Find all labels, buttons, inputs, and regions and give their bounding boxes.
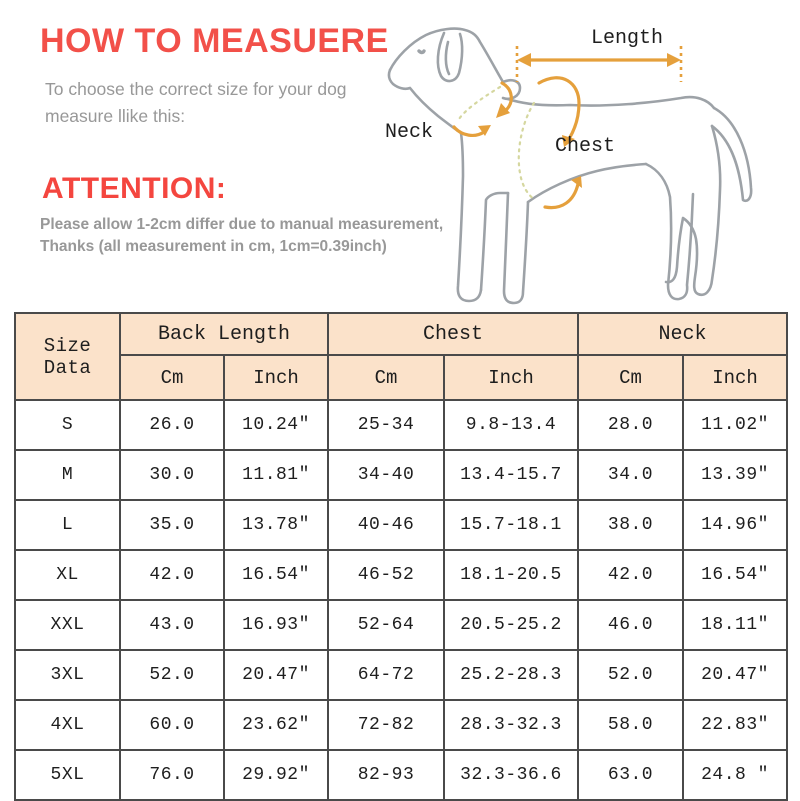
measure-cell: 13.78″ (223, 499, 329, 551)
measure-cell: 76.0 (119, 749, 225, 801)
measure-cell: 20.47″ (223, 649, 329, 701)
measure-cell: 10.24″ (223, 399, 329, 451)
measure-cell: 35.0 (119, 499, 225, 551)
attention-note: Please allow 1-2cm differ due to manual … (40, 214, 443, 258)
measure-cell: 15.7-18.1 (442, 499, 580, 551)
size-chart-table: Size Data Back Length Chest Neck Cm Inch… (14, 312, 789, 801)
measure-cell: 22.83″ (682, 699, 789, 751)
measure-cell: 72-82 (327, 699, 445, 751)
measure-cell: 29.92″ (223, 749, 329, 801)
table-row: S 26.0 10.24″ 25-34 9.8-13.4 28.0 11.02″ (14, 399, 789, 451)
measure-cell: 52.0 (577, 649, 685, 701)
measure-cell: 34-40 (327, 449, 445, 501)
attention-note-line-2: Thanks (all measurement in cm, 1cm=0.39i… (40, 238, 387, 255)
measure-cell: 82-93 (327, 749, 445, 801)
measure-cell: 52.0 (119, 649, 225, 701)
measure-cell: 60.0 (119, 699, 225, 751)
measure-cell: 18.1-20.5 (442, 549, 580, 601)
size-label-cell: XXL (14, 599, 121, 651)
measure-cell: 40-46 (327, 499, 445, 551)
dotted-measure-guides (457, 85, 537, 202)
table-row: 3XL 52.0 20.47″ 64-72 25.2-28.3 52.0 20.47″ (14, 649, 789, 701)
measure-cell: 43.0 (119, 599, 225, 651)
measure-cell: 25.2-28.3 (442, 649, 580, 701)
size-label-cell: 3XL (14, 649, 121, 701)
size-label-cell: M (14, 449, 121, 501)
attention-note-line-1: Please allow 1-2cm differ due to manual … (40, 216, 444, 233)
page-title: HOW TO MEASUERE (40, 22, 389, 60)
group-header-neck: Neck (577, 312, 789, 356)
measure-cell: 63.0 (577, 749, 685, 801)
group-header-back-length: Back Length (119, 312, 329, 356)
table-row: L 35.0 13.78″ 40-46 15.7-18.1 38.0 14.96″ (14, 499, 789, 551)
measure-cell: 38.0 (577, 499, 685, 551)
attention-heading: ATTENTION: (42, 172, 227, 205)
size-table-body: S 26.0 10.24″ 25-34 9.8-13.4 28.0 11.02″ M 30.0 1… (14, 399, 789, 801)
neck-arrow (452, 81, 513, 138)
corner-header-cell: Size Data (14, 312, 121, 401)
table-row: 5XL 76.0 29.92″ 82-93 32.3-36.6 63.0 24.8 ″ (14, 749, 789, 801)
measure-cell: 64-72 (327, 649, 445, 701)
measure-cell: 26.0 (119, 399, 225, 451)
size-label-cell: 5XL (14, 749, 121, 801)
chest-arrow (537, 76, 582, 210)
subtitle-line-1: To choose the correct size for your dog (45, 79, 347, 99)
unit-header-cell: Inch (442, 354, 580, 401)
measure-cell: 30.0 (119, 449, 225, 501)
size-label-cell: XL (14, 549, 121, 601)
dog-measurement-diagram: Length Neck Chest (385, 27, 753, 305)
measure-cell: 25-34 (327, 399, 445, 451)
measure-cell: 20.5-25.2 (442, 599, 580, 651)
measure-cell: 16.54″ (223, 549, 329, 601)
measure-cell: 32.3-36.6 (442, 749, 580, 801)
measure-cell: 16.54″ (682, 549, 789, 601)
unit-header-cell: Cm (327, 354, 445, 401)
dog-outline-drawing (387, 27, 753, 305)
measure-cell: 20.47″ (682, 649, 789, 701)
unit-header-cell: Inch (682, 354, 789, 401)
table-row: XXL 43.0 16.93″ 52-64 20.5-25.2 46.0 18.11″ (14, 599, 789, 651)
size-label-cell: 4XL (14, 699, 121, 751)
table-row: M 30.0 11.81″ 34-40 13.4-15.7 34.0 13.39″ (14, 449, 789, 501)
measure-cell: 9.8-13.4 (442, 399, 580, 451)
neck-label: Neck (385, 121, 433, 144)
unit-header-cell: Cm (119, 354, 225, 401)
measure-cell: 42.0 (119, 549, 225, 601)
table-row: 4XL 60.0 23.62″ 72-82 28.3-32.3 58.0 22.83″ (14, 699, 789, 751)
measure-cell: 11.81″ (223, 449, 329, 501)
unit-header-cell: Cm (577, 354, 685, 401)
measure-cell: 46.0 (577, 599, 685, 651)
subtitle-line-2: measure llike this: (45, 106, 186, 126)
chest-label: Chest (555, 135, 615, 158)
group-header-chest: Chest (326, 312, 580, 356)
measure-cell: 28.0 (577, 399, 685, 451)
measure-cell: 13.4-15.7 (442, 449, 580, 501)
measure-cell: 46-52 (327, 549, 445, 601)
measure-cell: 34.0 (577, 449, 685, 501)
measure-cell: 24.8 ″ (682, 749, 789, 801)
measure-cell: 23.62″ (223, 699, 329, 751)
length-label: Length (591, 27, 663, 50)
measure-cell: 58.0 (577, 699, 685, 751)
size-label-cell: S (14, 399, 121, 451)
measure-cell: 14.96″ (682, 499, 789, 551)
measure-cell: 28.3-32.3 (442, 699, 580, 751)
measure-cell: 13.39″ (682, 449, 789, 501)
table-row: XL 42.0 16.54″ 46-52 18.1-20.5 42.0 16.54″ (14, 549, 789, 601)
length-arrow (515, 46, 683, 82)
measure-cell: 16.93″ (223, 599, 329, 651)
measure-cell: 11.02″ (682, 399, 789, 451)
subtitle: To choose the correct size for your dog … (45, 76, 347, 130)
measure-cell: 52-64 (327, 599, 445, 651)
measure-cell: 18.11″ (682, 599, 789, 651)
size-label-cell: L (14, 499, 121, 551)
measure-cell: 42.0 (577, 549, 685, 601)
unit-header-cell: Inch (223, 354, 329, 401)
